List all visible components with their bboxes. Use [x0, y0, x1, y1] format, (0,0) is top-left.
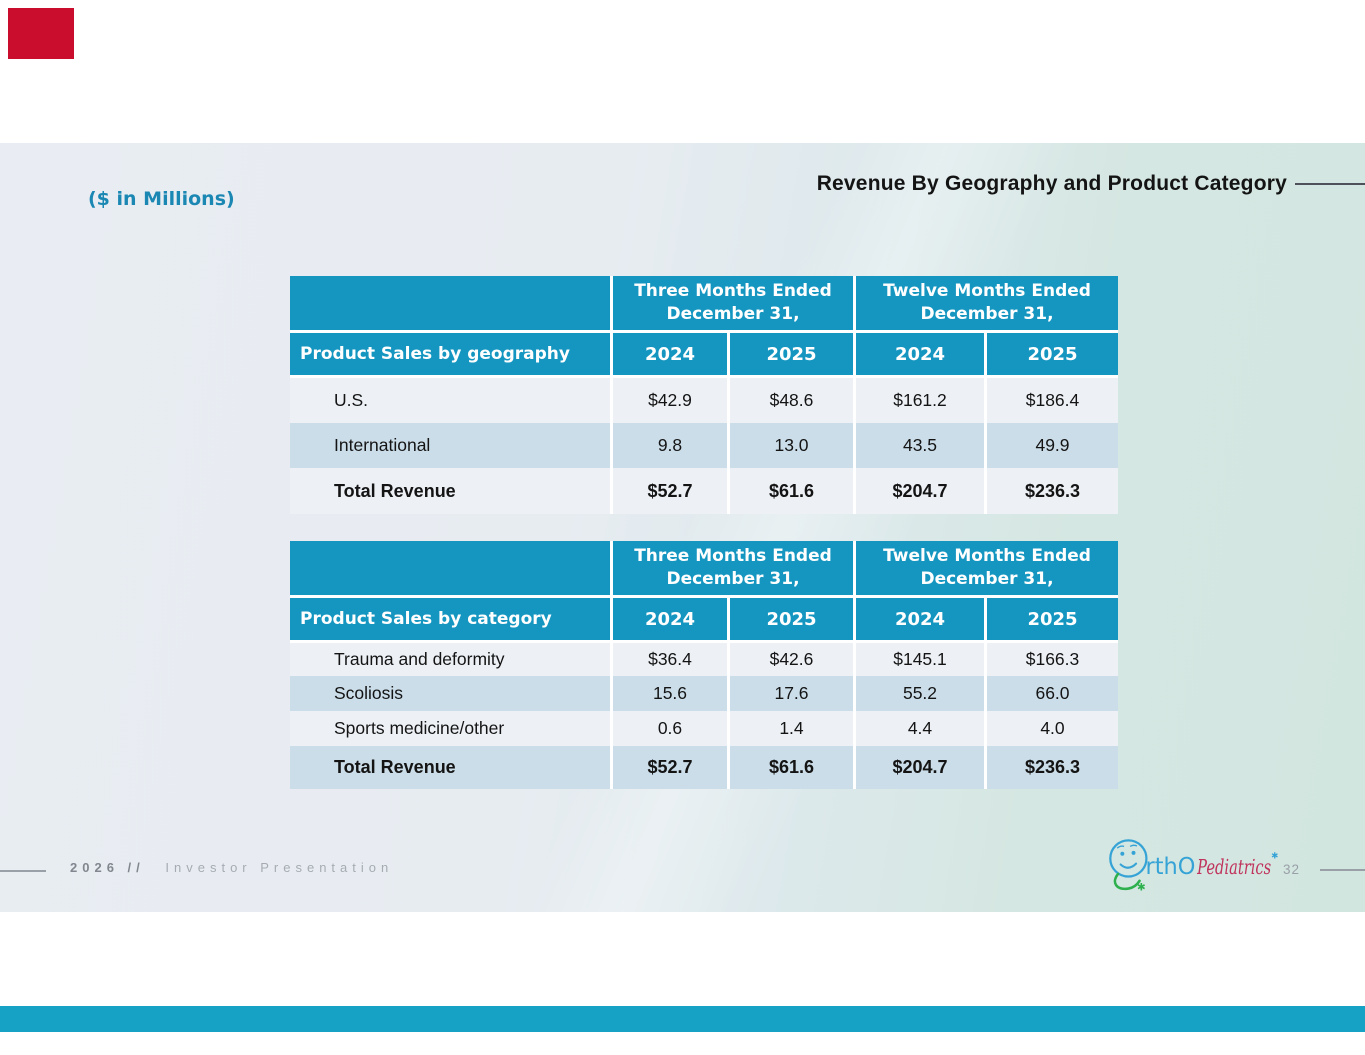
- total-value-cell: $236.3: [987, 746, 1118, 789]
- row-label-cell: U.S.: [290, 378, 610, 423]
- row-label-cell: Scoliosis: [290, 676, 610, 711]
- year-header: 2025: [987, 333, 1118, 378]
- footer-year: 2026 //: [70, 860, 145, 875]
- red-marker-box: [8, 8, 74, 59]
- total-value-cell: $61.6: [730, 468, 853, 514]
- row-header-cell: Product Sales by geography: [290, 333, 610, 378]
- header-line2: December 31,: [920, 304, 1054, 324]
- total-value: $52.7: [647, 757, 693, 777]
- footer-rule-right: [1320, 869, 1365, 871]
- value-cell: $186.4: [987, 378, 1118, 423]
- orthopediatrics-logo: ✱ rthO Pediatrics ✱: [1109, 839, 1278, 893]
- value-cell: $161.2: [856, 378, 984, 423]
- total-value-cell: $52.7: [613, 746, 727, 789]
- total-value: $236.3: [1024, 757, 1081, 777]
- logo-text-blue: rthO: [1146, 853, 1196, 880]
- year-header: 2024: [856, 598, 984, 643]
- value-cell: $42.6: [730, 643, 853, 676]
- three-months-header: Three Months Ended December 31,: [613, 276, 853, 333]
- header-line2: December 31,: [666, 304, 800, 324]
- year-header: 2024: [856, 333, 984, 378]
- total-label-cell: Total Revenue: [290, 468, 610, 514]
- header-line1: Twelve Months Ended: [883, 281, 1091, 302]
- year-header: 2024: [613, 333, 727, 378]
- total-value: $61.6: [768, 757, 815, 777]
- row-label-cell: Sports medicine/other: [290, 711, 610, 746]
- value-cell: 9.8: [613, 423, 727, 468]
- total-value-cell: $61.6: [730, 746, 853, 789]
- table-header-blank-cell: [290, 541, 610, 598]
- page-number: 32: [1283, 862, 1301, 877]
- total-value-cell: $236.3: [987, 468, 1118, 514]
- value-cell: $36.4: [613, 643, 727, 676]
- value-cell: 4.4: [856, 711, 984, 746]
- value-cell: 43.5: [856, 423, 984, 468]
- header-line2: December 31,: [666, 569, 800, 589]
- value-cell: 49.9: [987, 423, 1118, 468]
- logo-text-red: Pediatrics: [1196, 855, 1271, 879]
- total-value: $204.7: [892, 480, 948, 501]
- header-line1: Twelve Months Ended: [883, 546, 1091, 567]
- total-value: $236.3: [1024, 480, 1081, 501]
- value-cell: 0.6: [613, 711, 727, 746]
- total-value-cell: $204.7: [856, 746, 984, 789]
- total-value: $204.7: [892, 757, 948, 777]
- total-value-cell: $204.7: [856, 468, 984, 514]
- table-header-blank-cell: [290, 276, 610, 333]
- page-title: Revenue By Geography and Product Categor…: [816, 172, 1287, 195]
- twelve-months-header: Twelve Months Ended December 31,: [856, 541, 1118, 598]
- value-cell: 4.0: [987, 711, 1118, 746]
- value-cell: 13.0: [730, 423, 853, 468]
- geography-table: Three Months Ended December 31, Twelve M…: [290, 276, 1118, 514]
- twelve-months-header: Twelve Months Ended December 31,: [856, 276, 1118, 333]
- value-cell: $145.1: [856, 643, 984, 676]
- smiley-face-icon: [1109, 839, 1148, 878]
- row-header-cell: Product Sales by category: [290, 598, 610, 643]
- value-cell: 1.4: [730, 711, 853, 746]
- value-cell: $42.9: [613, 378, 727, 423]
- total-label: Total Revenue: [334, 480, 456, 501]
- footer-caption: 2026 // Investor Presentation: [70, 860, 393, 875]
- footer-presentation-label: Investor Presentation: [165, 860, 394, 875]
- value-cell: 17.6: [730, 676, 853, 711]
- header-line1: Three Months Ended: [634, 281, 832, 302]
- registered-mark-icon: ✱: [1271, 851, 1278, 861]
- category-table: Three Months Ended December 31, Twelve M…: [290, 541, 1118, 789]
- value-cell: 55.2: [856, 676, 984, 711]
- total-value-cell: $52.7: [613, 468, 727, 514]
- slide-title-block: Revenue By Geography and Product Categor…: [817, 172, 1365, 196]
- footer-rule-left: [0, 870, 46, 872]
- title-rule-line: [1295, 183, 1365, 185]
- units-label: ($ in Millions): [88, 188, 235, 210]
- three-months-header: Three Months Ended December 31,: [613, 541, 853, 598]
- logo-arm-icon: [1113, 872, 1141, 891]
- year-header: 2025: [730, 598, 853, 643]
- total-value: $52.7: [647, 480, 693, 501]
- row-label-cell: International: [290, 423, 610, 468]
- year-header: 2024: [613, 598, 727, 643]
- total-label-cell: Total Revenue: [290, 746, 610, 789]
- slide-background: ($ in Millions) Revenue By Geography and…: [0, 143, 1365, 912]
- value-cell: $166.3: [987, 643, 1118, 676]
- total-value: $61.6: [768, 480, 815, 501]
- header-line2: December 31,: [920, 569, 1054, 589]
- row-label-cell: Trauma and deformity: [290, 643, 610, 676]
- value-cell: 66.0: [987, 676, 1118, 711]
- value-cell: 15.6: [613, 676, 727, 711]
- year-header: 2025: [730, 333, 853, 378]
- header-line1: Three Months Ended: [634, 546, 832, 567]
- bottom-accent-bar: [0, 1006, 1365, 1032]
- total-label: Total Revenue: [334, 757, 456, 777]
- logo-hand-star-icon: ✱: [1137, 881, 1146, 893]
- year-header: 2025: [987, 598, 1118, 643]
- value-cell: $48.6: [730, 378, 853, 423]
